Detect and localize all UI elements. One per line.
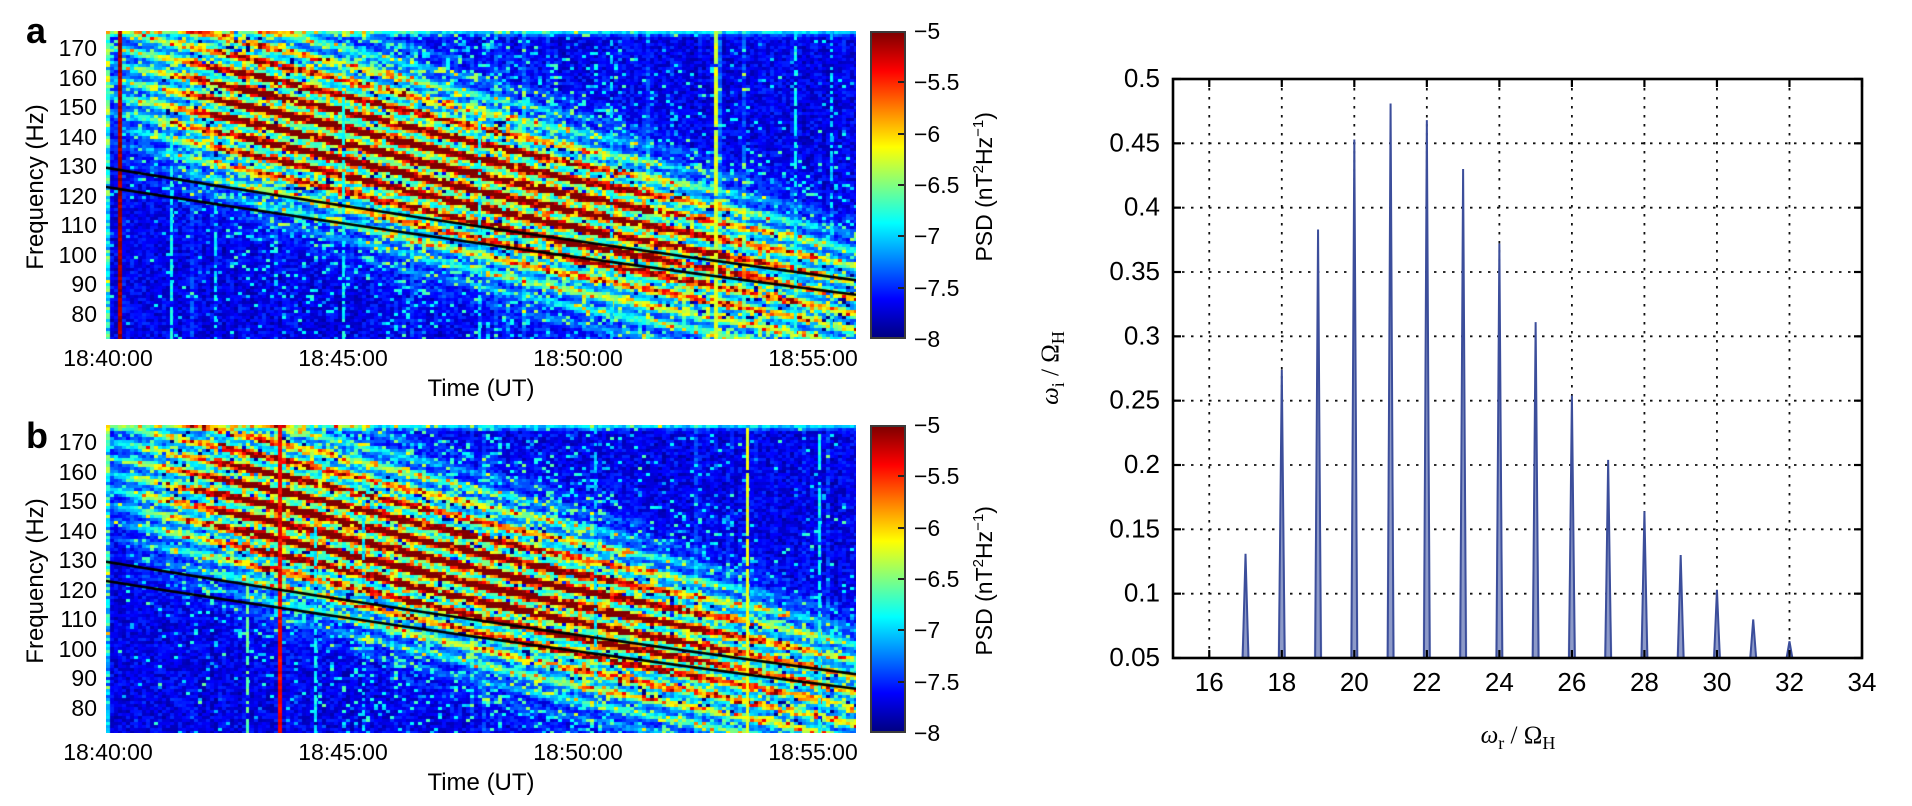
svg-text:0.2: 0.2 (1124, 449, 1160, 479)
svg-text:24: 24 (1485, 667, 1514, 697)
svg-text:30: 30 (1702, 667, 1731, 697)
svg-text:0.5: 0.5 (1124, 63, 1160, 93)
svg-text:32: 32 (1775, 667, 1804, 697)
svg-text:0.1: 0.1 (1124, 578, 1160, 608)
svg-text:28: 28 (1630, 667, 1659, 697)
svg-text:ωi / ΩH: ωi / ΩH (1037, 331, 1068, 405)
svg-text:34: 34 (1848, 667, 1877, 697)
svg-text:26: 26 (1557, 667, 1586, 697)
svg-text:0.35: 0.35 (1109, 256, 1160, 286)
svg-text:20: 20 (1340, 667, 1369, 697)
svg-text:18: 18 (1267, 667, 1296, 697)
svg-text:16: 16 (1195, 667, 1224, 697)
svg-text:0.25: 0.25 (1109, 385, 1160, 415)
svg-text:ωr / ΩH: ωr / ΩH (1481, 722, 1556, 753)
svg-text:0.3: 0.3 (1124, 320, 1160, 350)
svg-text:0.45: 0.45 (1109, 127, 1160, 157)
svg-text:22: 22 (1412, 667, 1441, 697)
svg-text:0.4: 0.4 (1124, 192, 1160, 222)
svg-text:0.15: 0.15 (1109, 513, 1160, 543)
svg-text:0.05: 0.05 (1109, 642, 1160, 672)
